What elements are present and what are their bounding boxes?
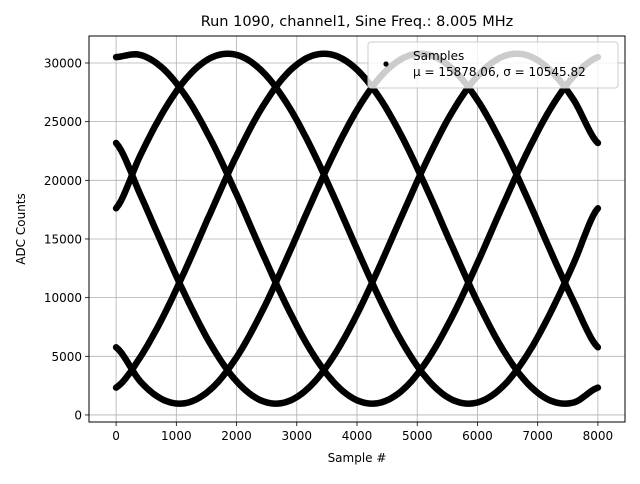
legend-stats: μ = 15878.06, σ = 10545.82	[413, 65, 586, 79]
y-tick-label: 30000	[44, 56, 82, 70]
x-tick-label: 8000	[583, 429, 614, 443]
x-tick-label: 5000	[402, 429, 433, 443]
y-axis-label: ADC Counts	[14, 193, 28, 265]
legend-sigma: σ = 10545.82	[503, 65, 586, 79]
x-tick-label: 0	[112, 429, 120, 443]
legend: Samples μ = 15878.06, σ = 10545.82	[367, 41, 619, 89]
ticks: 0 1000 2000 3000 4000 5000 6000 7000 8000 0 5000 10…	[44, 56, 613, 443]
y-tick-label: 15000	[44, 232, 82, 246]
y-tick-label: 10000	[44, 291, 82, 305]
legend-label: Samples	[413, 49, 464, 63]
x-tick-label: 6000	[462, 429, 493, 443]
x-tick-label: 1000	[161, 429, 192, 443]
x-tick-label: 3000	[282, 429, 313, 443]
chart-title: Run 1090, channel1, Sine Freq.: 8.005 MH…	[201, 14, 514, 30]
x-tick-label: 4000	[342, 429, 373, 443]
y-tick-label: 25000	[44, 115, 82, 129]
x-tick-label: 2000	[221, 429, 252, 443]
grid	[89, 36, 625, 422]
y-tick-label: 20000	[44, 174, 82, 188]
legend-box	[367, 41, 619, 89]
sample-series-4	[112, 50, 602, 407]
y-tick-label: 5000	[51, 350, 82, 364]
legend-marker	[383, 61, 389, 67]
x-tick-label: 7000	[522, 429, 553, 443]
y-tick-label: 0	[74, 408, 82, 422]
legend-mu: μ = 15878.06,	[413, 65, 503, 79]
x-axis-label: Sample #	[328, 451, 387, 465]
sample-series-3	[112, 50, 602, 407]
